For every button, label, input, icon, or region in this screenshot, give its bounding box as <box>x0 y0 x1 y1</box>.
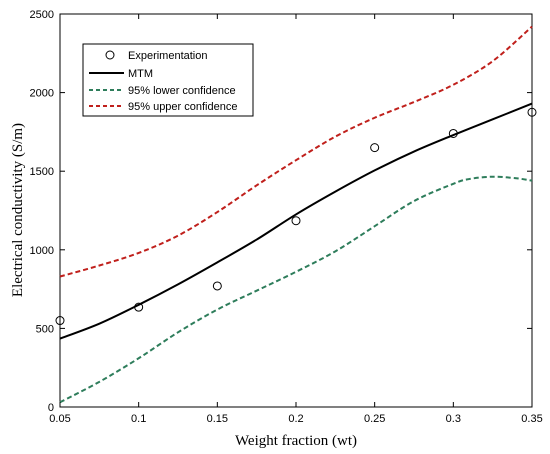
data-point <box>527 107 537 117</box>
legend-label-experimentation: Experimentation <box>128 50 208 62</box>
series-layer <box>55 25 537 404</box>
y-tick-label: 1000 <box>30 245 54 257</box>
legend-label-lower-confidence: 95% lower confidence <box>128 85 236 97</box>
series-line-mtm <box>59 102 533 340</box>
y-axis-title: Electrical conductivity (S/m) <box>10 123 26 297</box>
legend-label-upper-confidence: 95% upper confidence <box>128 101 237 113</box>
x-tick-label: 0.35 <box>521 413 542 425</box>
y-tick-label: 1500 <box>30 166 54 178</box>
data-point <box>212 281 222 291</box>
x-tick-label: 0.05 <box>49 413 70 425</box>
x-tick-label: 0.3 <box>446 413 461 425</box>
y-tick-label: 0 <box>48 402 54 414</box>
legend: Experimentation MTM 95% lower confidence… <box>82 43 254 117</box>
series-line-95-upper-confidence <box>59 25 533 278</box>
legend-label-mtm: MTM <box>128 68 153 80</box>
y-tick-label: 2500 <box>30 9 54 21</box>
x-tick-label: 0.1 <box>131 413 146 425</box>
data-point <box>370 143 380 153</box>
y-tick-label: 500 <box>36 323 54 335</box>
legend-marker-experimentation <box>105 50 115 60</box>
axis-layer: 0.05 0.1 0.15 0.2 0.25 0.3 0.35 0 500 1000 1500 200… <box>30 9 543 425</box>
data-point <box>291 216 301 226</box>
y-tick-label: 2000 <box>30 88 54 100</box>
x-tick-label: 0.2 <box>288 413 303 425</box>
series-line-95-lower-confidence <box>59 175 533 404</box>
x-tick-label: 0.25 <box>364 413 385 425</box>
legend-box <box>82 43 254 117</box>
data-point <box>55 316 65 326</box>
x-axis-title: Weight fraction (wt) <box>235 433 357 449</box>
x-tick-label: 0.15 <box>207 413 228 425</box>
